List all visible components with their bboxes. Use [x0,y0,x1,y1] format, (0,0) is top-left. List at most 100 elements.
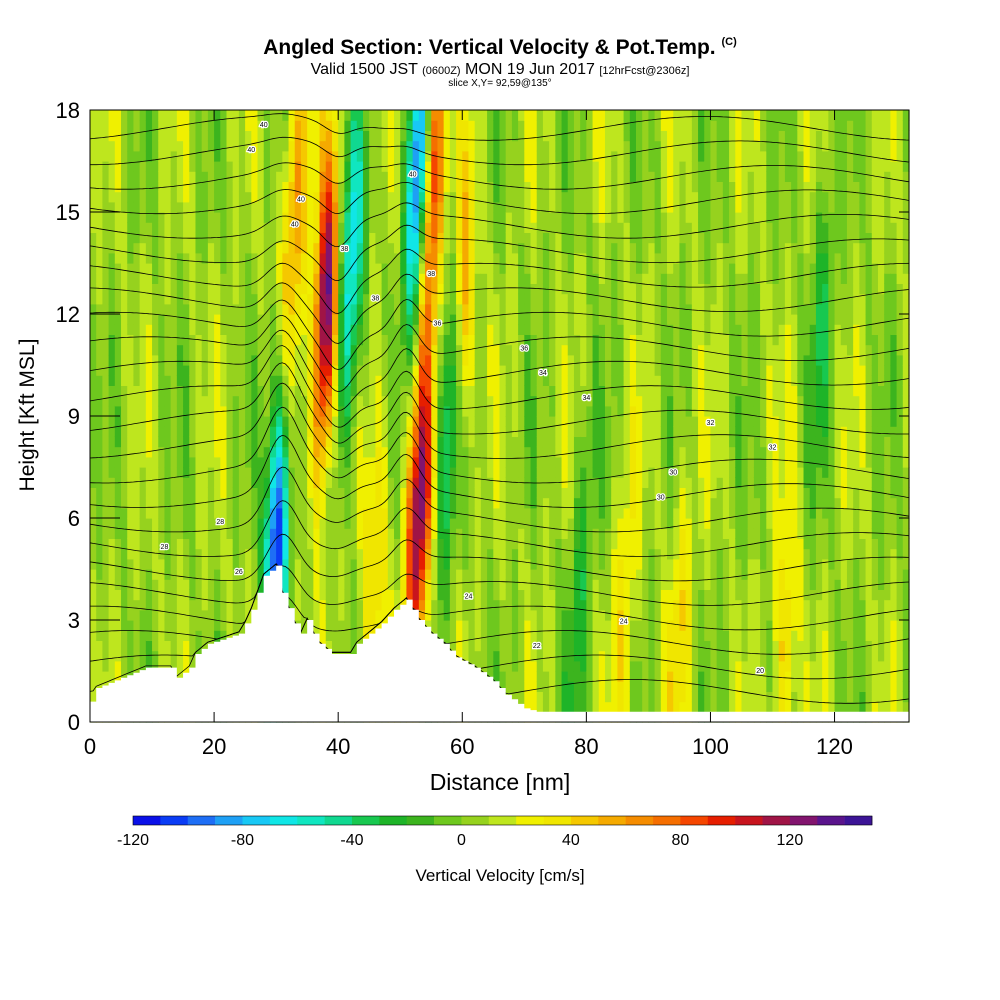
velocity-cell [443,201,451,213]
velocity-cell [474,120,482,131]
velocity-cell [474,558,482,570]
velocity-cell [158,416,166,427]
velocity-cell [598,385,606,397]
velocity-cell [567,303,575,315]
velocity-cell [598,477,606,488]
velocity-cell [214,130,221,142]
velocity-cell [598,497,606,509]
velocity-cell [90,589,97,601]
velocity-cell [282,110,290,121]
velocity-cell [183,344,190,356]
velocity-cell [127,273,135,284]
velocity-cell [505,161,513,172]
velocity-cell [542,375,550,386]
velocity-cell [580,120,587,131]
velocity-cell [207,395,215,407]
velocity-cell [468,497,476,509]
velocity-cell [294,314,302,325]
velocity-cell [586,660,594,672]
velocity-cell [307,518,314,529]
velocity-cell [369,191,376,203]
velocity-cell [294,426,302,437]
velocity-cell [425,171,432,182]
velocity-cell [418,365,426,376]
velocity-cell [170,477,178,488]
velocity-cell [164,405,172,417]
velocity-cell [331,426,339,437]
velocity-cell [499,354,507,366]
velocity-cell [412,467,420,478]
velocity-cell [214,314,221,325]
velocity-cell [561,344,569,356]
velocity-cell [598,446,606,458]
velocity-cell [586,405,594,417]
velocity-cell [468,283,476,295]
velocity-cell [468,395,476,407]
velocity-cell [412,171,420,182]
velocity-cell [189,497,197,509]
velocity-cell [127,252,135,264]
velocity-cell [220,273,228,284]
velocity-cell [238,120,246,131]
velocity-cell [418,334,426,346]
velocity-cell [418,538,426,550]
velocity-cell [561,569,569,580]
velocity-cell [487,579,494,590]
velocity-cell [331,181,339,193]
velocity-cell [114,456,122,468]
velocity-cell [189,416,197,427]
velocity-cell [158,446,166,458]
velocity-cell [189,660,197,672]
velocity-cell [406,446,414,458]
velocity-cell [412,344,420,356]
velocity-cell [518,365,525,376]
velocity-cell [214,344,221,356]
velocity-cell [133,385,141,397]
velocity-cell [207,497,215,509]
velocity-cell [90,691,97,703]
velocity-cell [443,395,451,407]
velocity-cell [437,569,445,580]
velocity-cell [580,181,587,193]
velocity-cell [474,365,482,376]
velocity-cell [493,609,501,621]
velocity-cell [487,477,494,488]
velocity-cell [226,242,234,254]
velocity-cell [381,507,389,519]
velocity-cell [170,487,178,499]
velocity-cell [288,293,296,305]
velocity-cell [468,416,476,427]
velocity-cell [307,609,314,621]
velocity-cell [331,120,339,131]
velocity-cell [598,293,606,305]
velocity-cell [431,538,439,550]
velocity-cell [145,558,153,570]
velocity-cell [356,212,364,223]
velocity-cell [263,110,271,121]
velocity-cell [313,252,321,264]
velocity-cell [207,507,215,519]
velocity-cell [536,569,544,580]
velocity-cell [580,477,587,488]
velocity-cell [586,171,594,182]
velocity-cell [238,293,246,305]
velocity-cell [425,620,432,631]
velocity-cell [499,528,507,539]
velocity-cell [369,283,376,295]
velocity-cell [207,609,215,621]
velocity-cell [468,436,476,448]
velocity-cell [505,303,513,315]
velocity-cell [269,161,277,172]
velocity-cell [375,579,383,590]
velocity-cell [220,191,228,203]
velocity-cell [567,528,575,539]
velocity-cell [158,467,166,478]
velocity-cell [449,120,457,131]
velocity-cell [474,303,482,315]
velocity-cell [449,426,457,437]
velocity-cell [338,548,345,560]
velocity-cell [263,436,271,448]
velocity-cell [573,528,581,539]
velocity-cell [437,446,445,458]
velocity-cell [580,161,587,172]
